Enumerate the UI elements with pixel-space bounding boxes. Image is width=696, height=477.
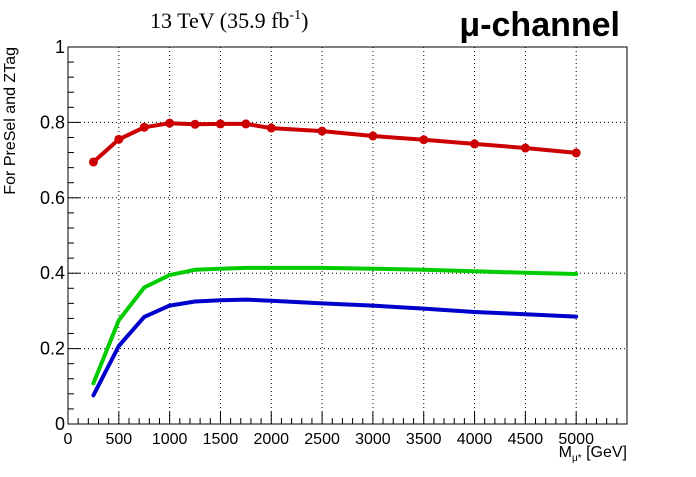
x-tick-label: 2000 [253, 431, 289, 448]
x-tick-label: 4000 [457, 431, 493, 448]
series-point [190, 119, 200, 129]
series-point [165, 118, 175, 128]
series-line-2 [91, 297, 579, 398]
series-line-1 [91, 265, 579, 386]
series-point [241, 119, 251, 129]
series-point [571, 148, 581, 158]
series-point [317, 126, 327, 136]
x-axis-label: Mμ* [GeV] [559, 444, 627, 464]
y-tick-label: 0.8 [40, 112, 65, 132]
x-tick-label: 1500 [203, 431, 239, 448]
ticks: 0 500 1000 1500 2000 2500 3000 3500 4000 4500 5000… [40, 37, 618, 448]
series-point [419, 135, 429, 145]
series-point [520, 143, 530, 153]
x-tick-label: 1000 [152, 431, 188, 448]
series [88, 118, 581, 398]
x-tick-label: 5000 [558, 431, 594, 448]
series-point [368, 131, 378, 141]
x-tick-label: 3000 [355, 431, 391, 448]
chart-title-right: μ-channel [459, 6, 620, 44]
series-point [114, 134, 124, 144]
x-tick-label: 3500 [406, 431, 442, 448]
chart-title-left: 13 TeV (35.9 fb-1) [150, 8, 308, 33]
series-point [88, 157, 98, 167]
series-line-0 [91, 121, 579, 164]
y-tick-label: 0 [55, 414, 65, 434]
plot-frame [67, 46, 628, 425]
series-point [139, 122, 149, 132]
y-tick-label: 0.6 [40, 188, 65, 208]
y-tick-label: 1 [55, 37, 65, 57]
series-point [266, 123, 276, 133]
x-tick-label: 500 [105, 431, 132, 448]
x-tick-label: 0 [64, 431, 73, 448]
x-tick-label: 2500 [304, 431, 340, 448]
series-point [470, 139, 480, 149]
y-axis-label: For PreSel and ZTag [2, 47, 19, 195]
series-point [215, 119, 225, 129]
y-tick-label: 0.2 [40, 339, 65, 359]
x-tick-label: 4500 [508, 431, 544, 448]
grid [68, 47, 627, 424]
y-tick-label: 0.4 [40, 263, 65, 283]
